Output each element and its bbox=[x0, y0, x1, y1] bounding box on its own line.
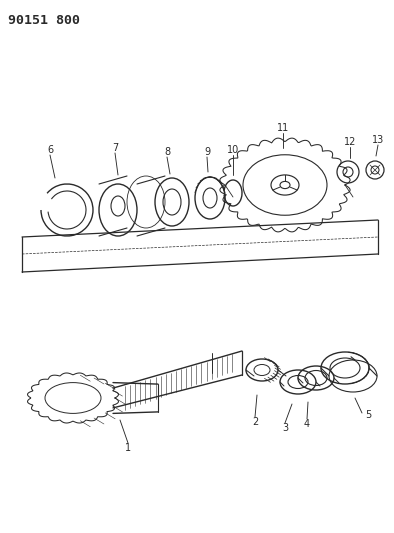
Text: 2: 2 bbox=[252, 417, 258, 427]
Text: 1: 1 bbox=[125, 443, 131, 453]
Text: 12: 12 bbox=[344, 137, 356, 147]
Text: 6: 6 bbox=[47, 145, 53, 155]
Text: 8: 8 bbox=[164, 147, 170, 157]
Text: 11: 11 bbox=[277, 123, 289, 133]
Text: 10: 10 bbox=[227, 145, 239, 155]
Text: 4: 4 bbox=[304, 419, 310, 429]
Text: 9: 9 bbox=[204, 147, 210, 157]
Text: 90151 800: 90151 800 bbox=[8, 14, 80, 27]
Text: 13: 13 bbox=[372, 135, 384, 145]
Text: 3: 3 bbox=[282, 423, 288, 433]
Text: 5: 5 bbox=[365, 410, 371, 420]
Text: 7: 7 bbox=[112, 143, 118, 153]
